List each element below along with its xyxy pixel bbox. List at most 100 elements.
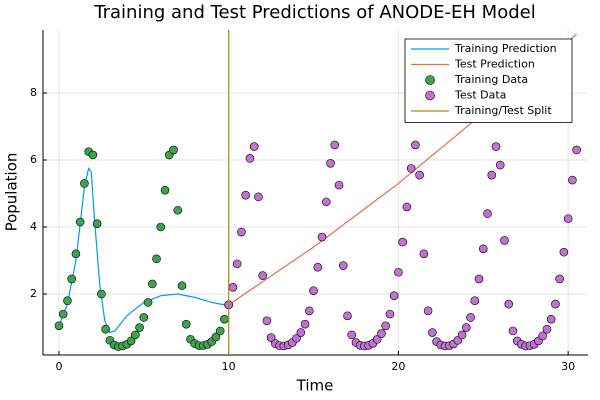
point — [126, 336, 136, 346]
point — [300, 319, 310, 329]
legend-label: Training Data — [454, 73, 528, 86]
point — [330, 140, 340, 150]
x-tick-label: 10 — [222, 360, 236, 373]
point — [232, 259, 242, 269]
point — [143, 298, 153, 307]
point — [321, 197, 331, 207]
point — [487, 170, 497, 180]
point — [478, 244, 488, 254]
point — [462, 323, 471, 332]
point — [266, 333, 276, 342]
plot-area — [54, 30, 581, 355]
point — [491, 142, 501, 151]
point — [551, 299, 560, 309]
point — [292, 333, 301, 343]
legend-label: Test Data — [454, 89, 506, 102]
y-tick-label: 8 — [30, 86, 37, 99]
point — [148, 279, 157, 289]
point — [92, 219, 102, 228]
point — [181, 319, 191, 329]
point — [428, 328, 437, 337]
point — [343, 311, 352, 321]
point — [334, 180, 344, 190]
y-tick-label: 6 — [30, 153, 37, 166]
point — [54, 321, 64, 331]
point — [563, 214, 573, 223]
point — [559, 247, 569, 257]
point — [415, 170, 424, 180]
point — [254, 192, 263, 202]
point — [80, 179, 89, 188]
point — [394, 267, 403, 277]
x-tick-label: 0 — [55, 360, 62, 373]
point — [139, 313, 149, 322]
point — [313, 262, 323, 272]
point — [228, 283, 238, 292]
point — [63, 296, 72, 306]
point — [381, 321, 390, 331]
legend-marker — [425, 90, 435, 101]
line — [58, 166, 229, 334]
point — [504, 299, 514, 309]
point — [317, 232, 327, 242]
point — [347, 330, 357, 340]
point — [474, 274, 484, 284]
point — [245, 154, 255, 163]
point — [101, 324, 110, 334]
point — [495, 160, 505, 170]
legend-label: Test Prediction — [454, 58, 535, 71]
point — [152, 254, 161, 264]
x-tick-label: 30 — [561, 360, 575, 373]
point — [555, 274, 564, 284]
point — [237, 227, 246, 237]
point — [406, 164, 416, 173]
point — [419, 249, 429, 259]
point — [97, 289, 106, 299]
point — [411, 140, 420, 150]
point — [500, 236, 509, 245]
legend-label: Training Prediction — [454, 42, 557, 55]
point — [572, 145, 581, 155]
point — [262, 316, 272, 326]
point — [470, 296, 480, 306]
point — [483, 209, 492, 218]
point — [177, 281, 187, 290]
point — [135, 323, 144, 332]
point — [211, 332, 221, 342]
point — [398, 237, 407, 247]
y-tick-label: 4 — [30, 220, 37, 233]
point — [160, 185, 170, 195]
point — [71, 249, 81, 259]
point — [58, 309, 68, 319]
point — [377, 329, 386, 338]
point — [241, 190, 250, 200]
x-axis-label: Time — [296, 377, 334, 395]
point — [173, 205, 183, 215]
point — [466, 313, 475, 322]
point — [156, 222, 166, 232]
point — [88, 150, 98, 160]
x-tick-label: 20 — [391, 360, 405, 373]
y-tick-label: 2 — [30, 287, 37, 300]
legend-label: Training/Test Split — [454, 104, 552, 117]
point — [423, 306, 433, 316]
y-axis-label: Population — [3, 153, 21, 232]
chart-title: Training and Test Predictions of ANODE-E… — [93, 2, 535, 23]
point — [169, 145, 178, 155]
point — [542, 324, 552, 334]
legend-marker — [425, 75, 435, 85]
point — [67, 274, 76, 284]
point — [131, 330, 140, 340]
point — [457, 330, 467, 340]
point — [546, 314, 556, 324]
point — [326, 159, 335, 168]
point — [296, 328, 306, 337]
point — [220, 314, 229, 324]
point — [309, 286, 318, 295]
point — [385, 309, 395, 319]
point — [215, 326, 225, 336]
point — [249, 142, 259, 151]
point — [508, 326, 518, 336]
